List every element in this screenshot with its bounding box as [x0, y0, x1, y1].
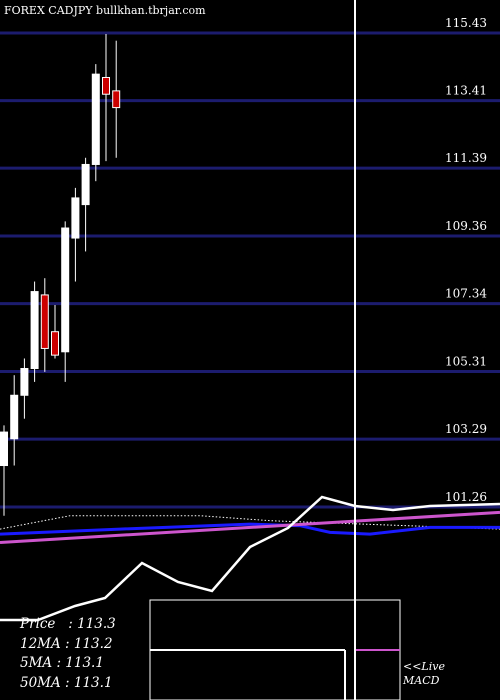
price-tick-label: 113.41: [445, 84, 487, 98]
moving-average-line: [0, 522, 500, 536]
candle-body: [51, 331, 59, 356]
candle: [61, 221, 70, 382]
candle-body: [40, 294, 49, 349]
macd-label: MACD: [403, 674, 440, 687]
price-info-panel: Price : 113.3 12MA : 113.2 5MA : 113.1 5…: [20, 615, 116, 693]
price-tick-label: 115.43: [445, 16, 487, 30]
ma50-value: 50MA : 113.1: [20, 674, 113, 691]
price-tick-label: 105.31: [445, 355, 487, 369]
macd-panel: [0, 495, 500, 700]
candle: [0, 425, 8, 516]
candles: [0, 34, 121, 516]
candle-body: [30, 291, 39, 370]
ma12-value: 12MA : 113.2: [20, 635, 113, 652]
candle: [112, 40, 121, 158]
price-tick-label: 101.26: [445, 490, 487, 504]
candle-body: [71, 197, 80, 239]
price-tick-label: 107.34: [445, 287, 487, 301]
candle: [91, 64, 100, 182]
candle: [40, 278, 49, 372]
ma5-value: 5MA : 113.1: [20, 655, 104, 671]
price-axis-labels: 115.43 113.41 111.39 109.36 107.34 105.31 103.…: [445, 16, 487, 504]
live-label: <<Live: [403, 660, 445, 673]
candle: [81, 157, 90, 252]
live-macd-label: <<Live MACD: [403, 660, 445, 688]
price-tick-label: 109.36: [445, 219, 487, 233]
candle-body: [112, 90, 121, 109]
candle-body: [102, 76, 110, 95]
candle: [10, 375, 19, 466]
candle-body: [81, 163, 90, 206]
candle: [51, 304, 59, 359]
candle: [20, 358, 29, 419]
chart-title: FOREX CADJPY bullkhan.tbrjar.com: [4, 4, 206, 17]
moving-average-line: [0, 510, 500, 544]
candle-body: [61, 227, 70, 353]
candle-body: [0, 431, 8, 467]
candle-body: [91, 73, 100, 165]
price-tick-label: 111.39: [445, 151, 487, 165]
price-tick-label: 103.29: [445, 422, 487, 436]
candle: [102, 34, 110, 162]
candle: [30, 281, 39, 382]
candle: [71, 187, 80, 282]
candle-body: [10, 394, 19, 440]
moving-averages: [0, 510, 500, 544]
price-value: Price : 113.3: [20, 616, 116, 632]
macd-line: [0, 495, 500, 622]
candle-body: [20, 368, 29, 396]
